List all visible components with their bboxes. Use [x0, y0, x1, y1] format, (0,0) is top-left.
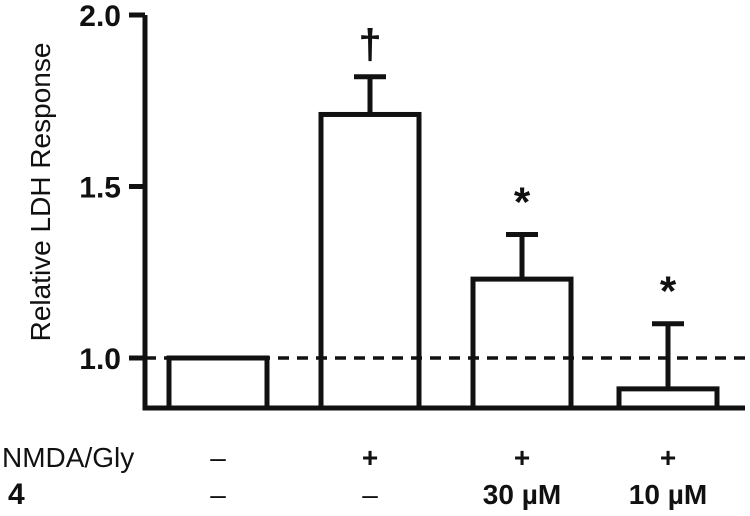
y-axis-label: Relative LDH Response [25, 43, 56, 342]
condition-row-label: NMDA/Gly [2, 442, 134, 473]
condition-value: – [210, 479, 226, 510]
bar [616, 386, 720, 411]
condition-row-label: 4 [8, 478, 25, 511]
y-tick-label: 1.0 [79, 343, 121, 376]
condition-rows: NMDA/Gly – + + +4 – – 30 µM 10 µM [2, 442, 707, 511]
y-tick-label: 2.0 [79, 0, 121, 33]
condition-value: 10 µM [629, 479, 707, 510]
condition-value: 30 µM [483, 479, 561, 510]
y-axis-ticks: 1.0 1.5 2.0 [79, 0, 145, 376]
condition-value: – [210, 442, 226, 473]
bar [318, 111, 422, 411]
y-tick-label: 1.5 [79, 172, 121, 205]
significance-marker: † [358, 21, 381, 68]
bars-group: † * * [166, 21, 720, 411]
axes-group [142, 15, 745, 411]
bar [166, 355, 270, 411]
significance-marker: * [660, 268, 677, 315]
significance-marker: * [514, 179, 531, 226]
condition-value: – [362, 479, 378, 510]
condition-value: + [514, 442, 530, 473]
condition-value: + [362, 442, 378, 473]
bar [470, 276, 574, 411]
condition-value: + [660, 442, 676, 473]
